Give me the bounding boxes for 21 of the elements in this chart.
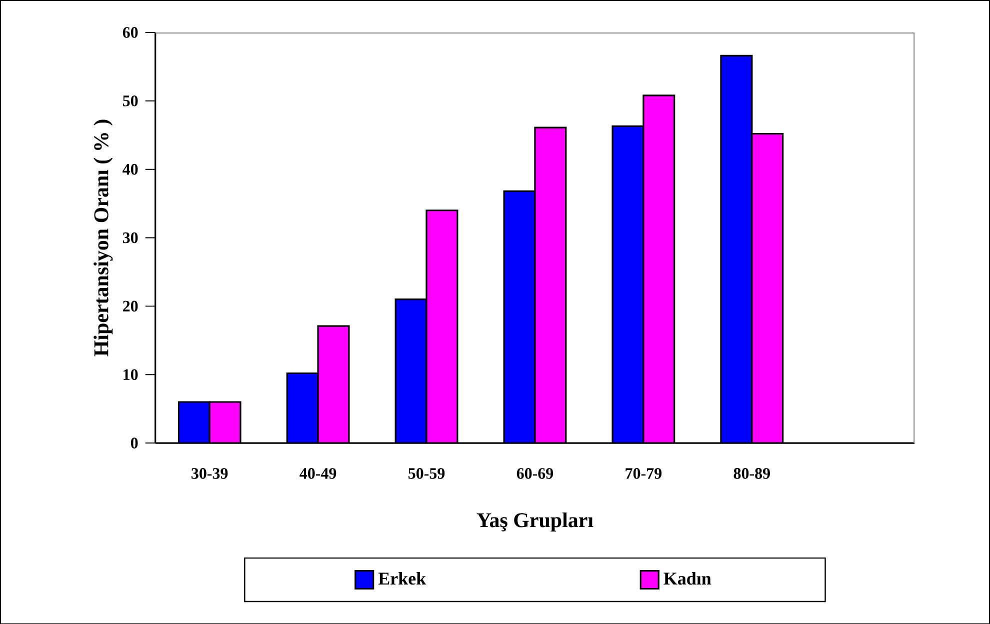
bar [318, 326, 349, 443]
y-tick-label: 50 [122, 95, 138, 106]
y-tick-label: 30 [122, 232, 138, 243]
x-tick-label: 40-49 [300, 468, 336, 479]
y-tick-label: 0 [130, 437, 138, 448]
x-tick-label: 30-39 [192, 468, 228, 479]
bar [426, 210, 458, 443]
x-tick-label: 80-89 [734, 468, 770, 479]
y-tick-label: 40 [122, 164, 138, 175]
y-tick-label: 20 [123, 300, 138, 312]
legend-label: Erkek [378, 572, 426, 584]
y-tick-label: 10 [124, 369, 138, 380]
x-tick-label: 60-69 [516, 468, 554, 479]
x-tick-label: 70-79 [626, 468, 662, 479]
bar [534, 127, 566, 443]
legend-label: Kadın [664, 572, 712, 585]
y-axis-title: Hipertansiyon Oranı ( % ) [94, 120, 113, 356]
bar [643, 95, 674, 443]
x-axis-title: Yaş Grupları [476, 512, 594, 532]
y-tick-label: 60 [122, 26, 138, 38]
x-tick-label: 50-59 [408, 468, 445, 479]
